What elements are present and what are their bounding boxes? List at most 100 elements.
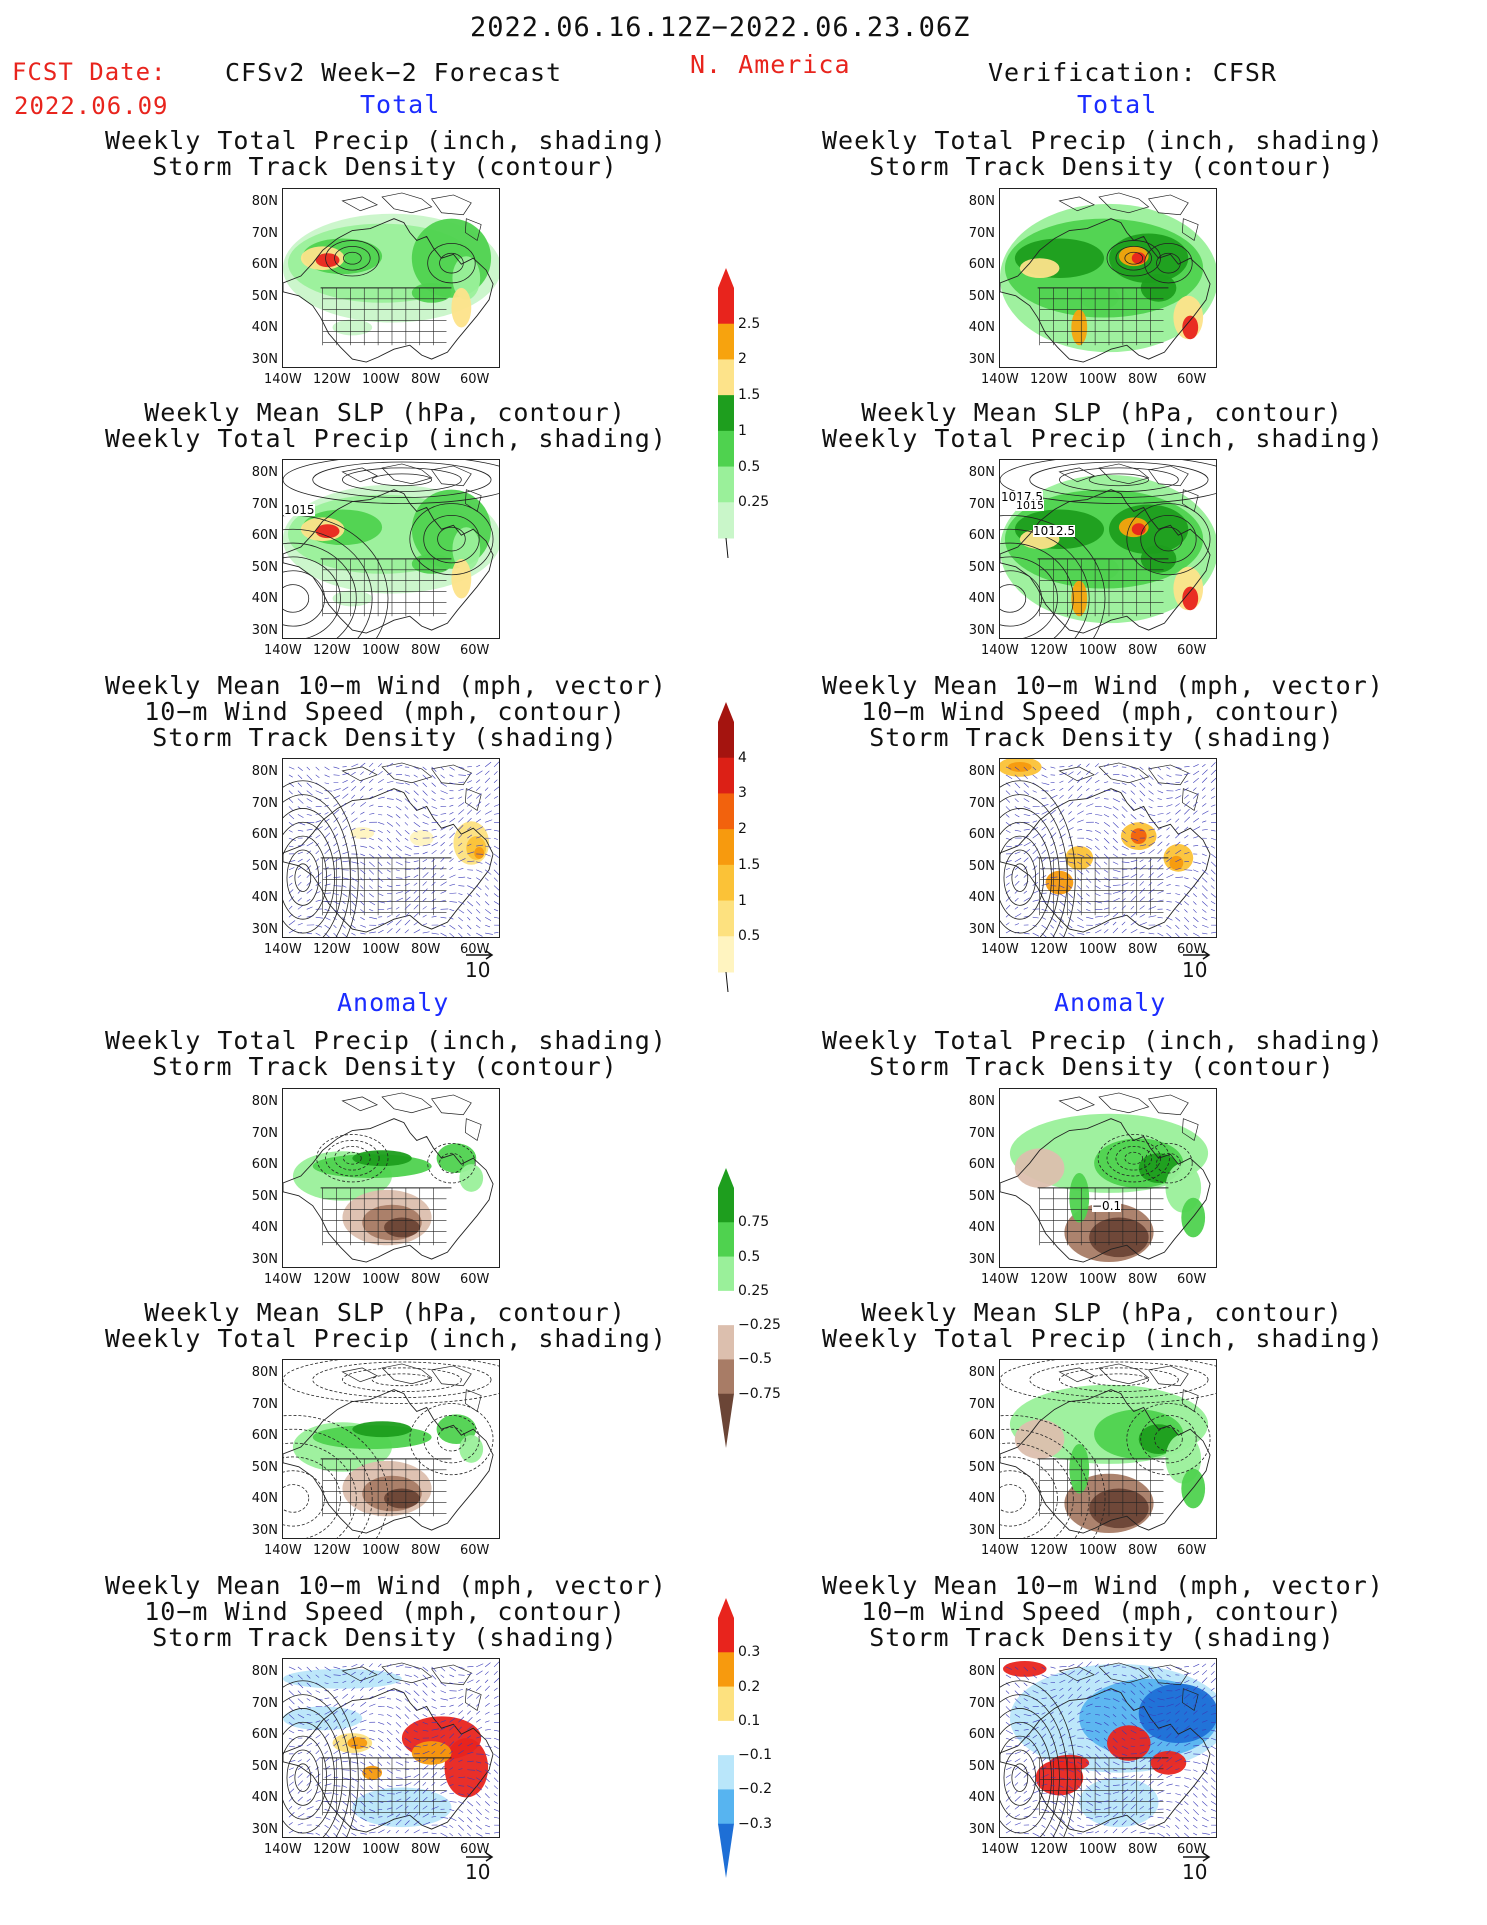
lat-tick-label: 40N: [251, 1491, 278, 1507]
contour-line: [423, 514, 480, 564]
colorbar-label: 2.5: [738, 315, 761, 332]
section-anomaly-right: Anomaly: [1054, 988, 1167, 1017]
island-outline: [1148, 1094, 1189, 1116]
title-anom-wind-storm-l3: Storm Track Density (shading): [152, 1623, 618, 1652]
shading-blob: [1181, 1197, 1206, 1238]
title-anom-precip-storm-l2: Storm Track Density (contour): [152, 1052, 618, 1081]
lat-tick-label: 60N: [968, 528, 995, 544]
colorbar-tail: [725, 537, 729, 558]
contour-line: [283, 584, 310, 613]
section-anomaly-left: Anomaly: [337, 988, 450, 1017]
contour-line: [1000, 528, 1090, 638]
lat-tick-label: 80N: [968, 1094, 995, 1109]
lat-tick-label: 30N: [968, 1523, 995, 1538]
lat-tick-label: 70N: [968, 225, 995, 241]
contour-line: [343, 251, 362, 265]
fcst-date-label: FCST Date:: [12, 58, 167, 86]
colorbar-label: 0.25: [738, 1282, 770, 1299]
contour-line: [1000, 570, 1043, 627]
lon-tick-label: 140W: [981, 372, 1019, 387]
contour-line: [1140, 514, 1197, 564]
vector-ref-value: 10: [465, 958, 491, 982]
state-borders: [320, 1187, 452, 1246]
contour-line: [1000, 1484, 1027, 1513]
lon-tick-label: 60W: [1177, 1842, 1207, 1857]
colorbar-swatch: [718, 1359, 734, 1395]
coastline: [1000, 1118, 1211, 1263]
lat-tick-label: 60N: [968, 1428, 995, 1444]
lat-tick-label: 70N: [251, 795, 278, 811]
lat-tick-label: 80N: [251, 1094, 278, 1109]
contour-line: [1000, 1694, 1068, 1837]
contour-line: [283, 821, 335, 934]
contour-line: [1003, 1749, 1037, 1806]
shading-blob: [444, 1738, 489, 1798]
lon-tick-label: 120W: [1030, 1543, 1068, 1558]
lon-tick-label: 80W: [1128, 942, 1158, 957]
lat-tick-label: 30N: [251, 1523, 278, 1538]
colorbar-swatch: [718, 359, 734, 396]
date-range-title: 2022.06.16.12Z−2022.06.23.06Z: [470, 12, 971, 43]
contour-line: [283, 528, 373, 638]
map-canvas: [1000, 759, 1216, 937]
contour-line: [1000, 1708, 1060, 1837]
contour-label-cfsr-precip-anom: −0.1: [1092, 1199, 1122, 1213]
shading-blob: [1131, 252, 1146, 265]
shading-blob: [1069, 1173, 1090, 1223]
state-borders: [320, 857, 452, 916]
state-borders: [320, 287, 452, 346]
colorbar-label: 0.5: [738, 928, 761, 945]
lon-tick-label: 120W: [313, 643, 351, 658]
island-outline: [431, 465, 472, 487]
contour-line: [427, 242, 476, 284]
map-canvas: [283, 1360, 499, 1538]
map-cfsr-precip-storm-total: [999, 188, 1217, 368]
lat-tick-label: 80N: [968, 1365, 995, 1380]
island-outline: [431, 1365, 472, 1387]
contour-line: [283, 1456, 341, 1538]
title-precip-storm-r2: Storm Track Density (contour): [869, 152, 1335, 181]
lon-tick-label: 100W: [362, 643, 400, 658]
contour-line: [437, 526, 466, 552]
lat-tick-label: 80N: [968, 764, 995, 779]
lat-tick-label: 60N: [251, 257, 278, 273]
lon-tick-label: 60W: [1177, 942, 1207, 957]
shading-blob: [350, 827, 375, 840]
map-fcst-precip-storm-total: [282, 188, 500, 368]
shading-blob: [1130, 828, 1147, 845]
colorbar-precip-anom: 0.75 0.5 0.25 −0.25 −0.5 −0.75: [710, 1168, 790, 1448]
contour-line: [1124, 251, 1144, 265]
state-borders: [1037, 857, 1169, 916]
map-fcst-wind-storm-anom: [282, 1658, 500, 1838]
vector-ref-value: 10: [465, 1860, 491, 1884]
shading-blob: [1014, 1419, 1065, 1459]
contour-line: [283, 1442, 357, 1538]
island-outline: [341, 1367, 378, 1383]
verification-title: Verification: CFSR: [988, 58, 1277, 87]
shading-blob: [409, 830, 434, 847]
island-outline: [1058, 196, 1095, 212]
shading-blob: [1002, 1660, 1047, 1677]
contour-line: [1000, 1456, 1058, 1538]
shading-blob: [459, 1435, 484, 1463]
colorbar-swatch: [718, 1755, 734, 1790]
model-title: CFSv2 Week−2 Forecast: [225, 58, 563, 87]
contour-line: [1011, 1763, 1029, 1792]
island-outline: [1098, 1092, 1150, 1114]
lon-tick-label: 100W: [1079, 942, 1117, 957]
colorbar-swatches: [718, 1168, 734, 1448]
island-outline: [1181, 1688, 1199, 1711]
lon-tick-label: 140W: [264, 942, 302, 957]
shading-blob: [1089, 1488, 1149, 1529]
lon-tick-label: 100W: [1079, 643, 1117, 658]
title-precip-storm-r1: Weekly Total Precip (inch, shading): [822, 126, 1384, 155]
contour-label-fcst-slp: 1015: [284, 503, 315, 517]
contour-line: [283, 1428, 373, 1538]
lat-tick-label: 60N: [251, 1727, 278, 1743]
colorbar-cap-top: [718, 702, 734, 722]
contour-line: [409, 1403, 494, 1476]
lon-tick-label: 140W: [981, 1842, 1019, 1857]
lat-tick-label: 60N: [251, 1428, 278, 1444]
shading-blob: [1071, 580, 1088, 617]
shading-blob: [459, 1164, 484, 1192]
